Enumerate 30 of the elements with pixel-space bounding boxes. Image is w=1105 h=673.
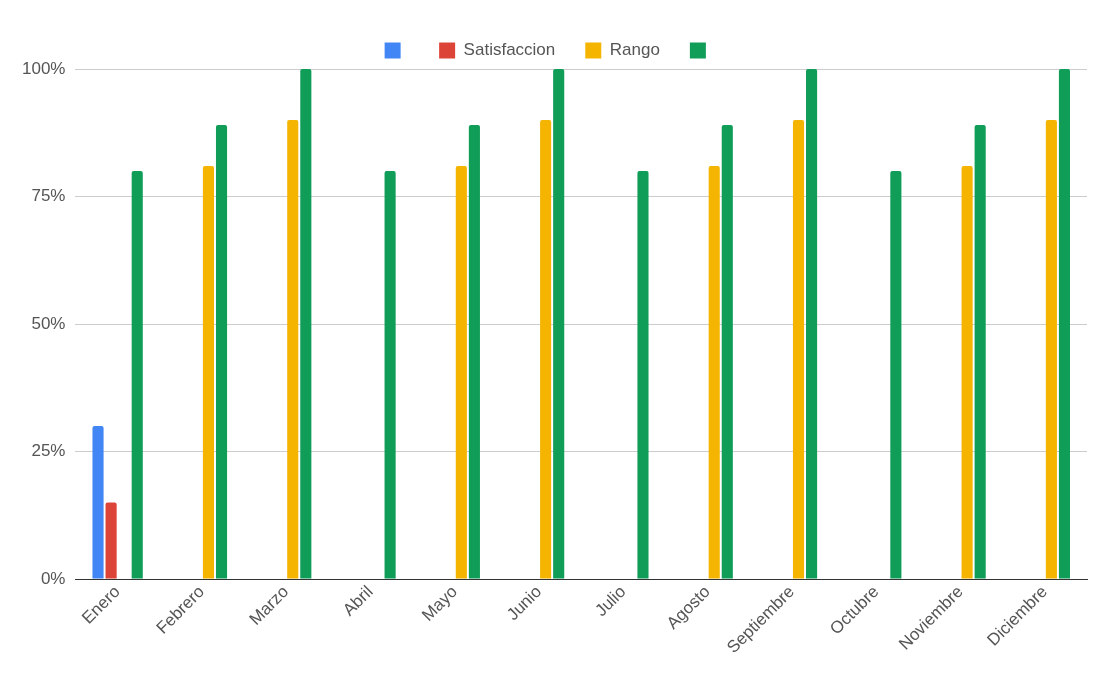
bar — [708, 165, 720, 579]
bar — [1045, 120, 1057, 579]
bar — [131, 171, 143, 579]
legend-label: Satisfaccion — [463, 40, 556, 60]
bar — [202, 165, 215, 579]
bar — [287, 120, 299, 579]
bar — [1058, 69, 1070, 579]
bar — [721, 125, 733, 579]
bar — [540, 120, 552, 579]
y-tick-label: 25% — [31, 441, 66, 461]
bar — [792, 120, 805, 579]
bar — [890, 171, 902, 579]
bar — [455, 165, 467, 579]
x-tick-label: Julio — [591, 582, 630, 621]
bar — [105, 502, 117, 579]
y-tick-label: 50% — [31, 313, 66, 333]
bar — [553, 69, 565, 579]
bar — [961, 165, 973, 579]
bar — [468, 125, 480, 579]
bar — [300, 69, 312, 579]
y-tick-label: 75% — [31, 186, 66, 206]
bar — [806, 69, 818, 579]
bar — [215, 125, 228, 579]
bar — [637, 171, 649, 579]
y-tick-label: 100% — [22, 58, 66, 78]
legend-label: Rango — [609, 40, 660, 60]
bar — [974, 125, 986, 579]
bar — [92, 426, 104, 579]
y-tick-label: 0% — [40, 568, 66, 588]
bar — [384, 171, 396, 579]
